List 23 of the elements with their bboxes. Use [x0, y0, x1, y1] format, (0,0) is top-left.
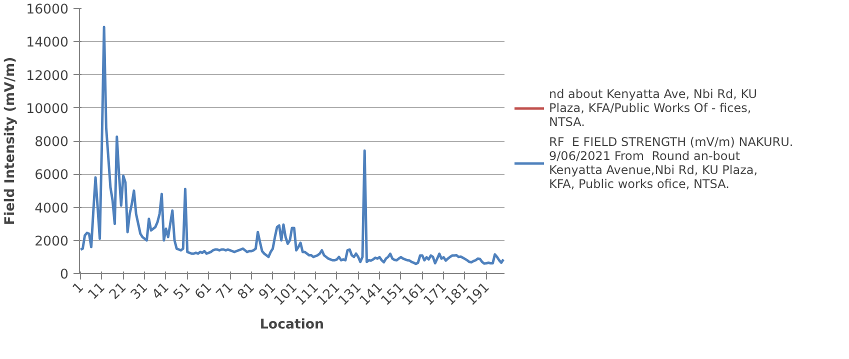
y-tick-label: 8000	[34, 135, 69, 150]
x-tick-label: 61	[192, 280, 216, 303]
y-tick-label: 2000	[34, 234, 69, 250]
y-tick-label: 0	[60, 268, 69, 282]
x-tick-label: 11	[86, 280, 108, 303]
legend-label: RF E FIELD STRENGTH (mV/m) NAKURU. 9/06/2021 From Round an-bout Kenyatta Avenue,Nbi Rd, KU Plaza, KFA, Public works ofice, NTSA.	[549, 135, 794, 191]
y-tick-label: 14000	[26, 36, 69, 51]
x-tick-label: 1	[70, 280, 87, 297]
x-tick-label: 21	[107, 280, 130, 303]
y-axis-title: Field Intensity (mV/m)	[3, 56, 18, 226]
y-tick-label: 12000	[26, 68, 69, 84]
x-axis-title: Location	[260, 318, 324, 333]
y-tick-label: 6000	[34, 168, 69, 184]
x-tick-label: 31	[128, 280, 152, 303]
y-tick-label: 10000	[26, 102, 69, 117]
x-tick-label: 41	[150, 280, 172, 303]
x-tick-label: 51	[171, 280, 194, 303]
y-tick-label: 16000	[26, 2, 69, 18]
x-tick-label: 81	[235, 280, 258, 303]
line-series	[80, 26, 504, 266]
x-tick-label: 71	[214, 280, 236, 303]
y-tick-label: 4000	[34, 201, 69, 216]
legend-label: nd about Kenyatta Ave, Nbi Rd, KU Plaza, KFA/Public Works Of - fices, NTSA.	[549, 87, 758, 129]
